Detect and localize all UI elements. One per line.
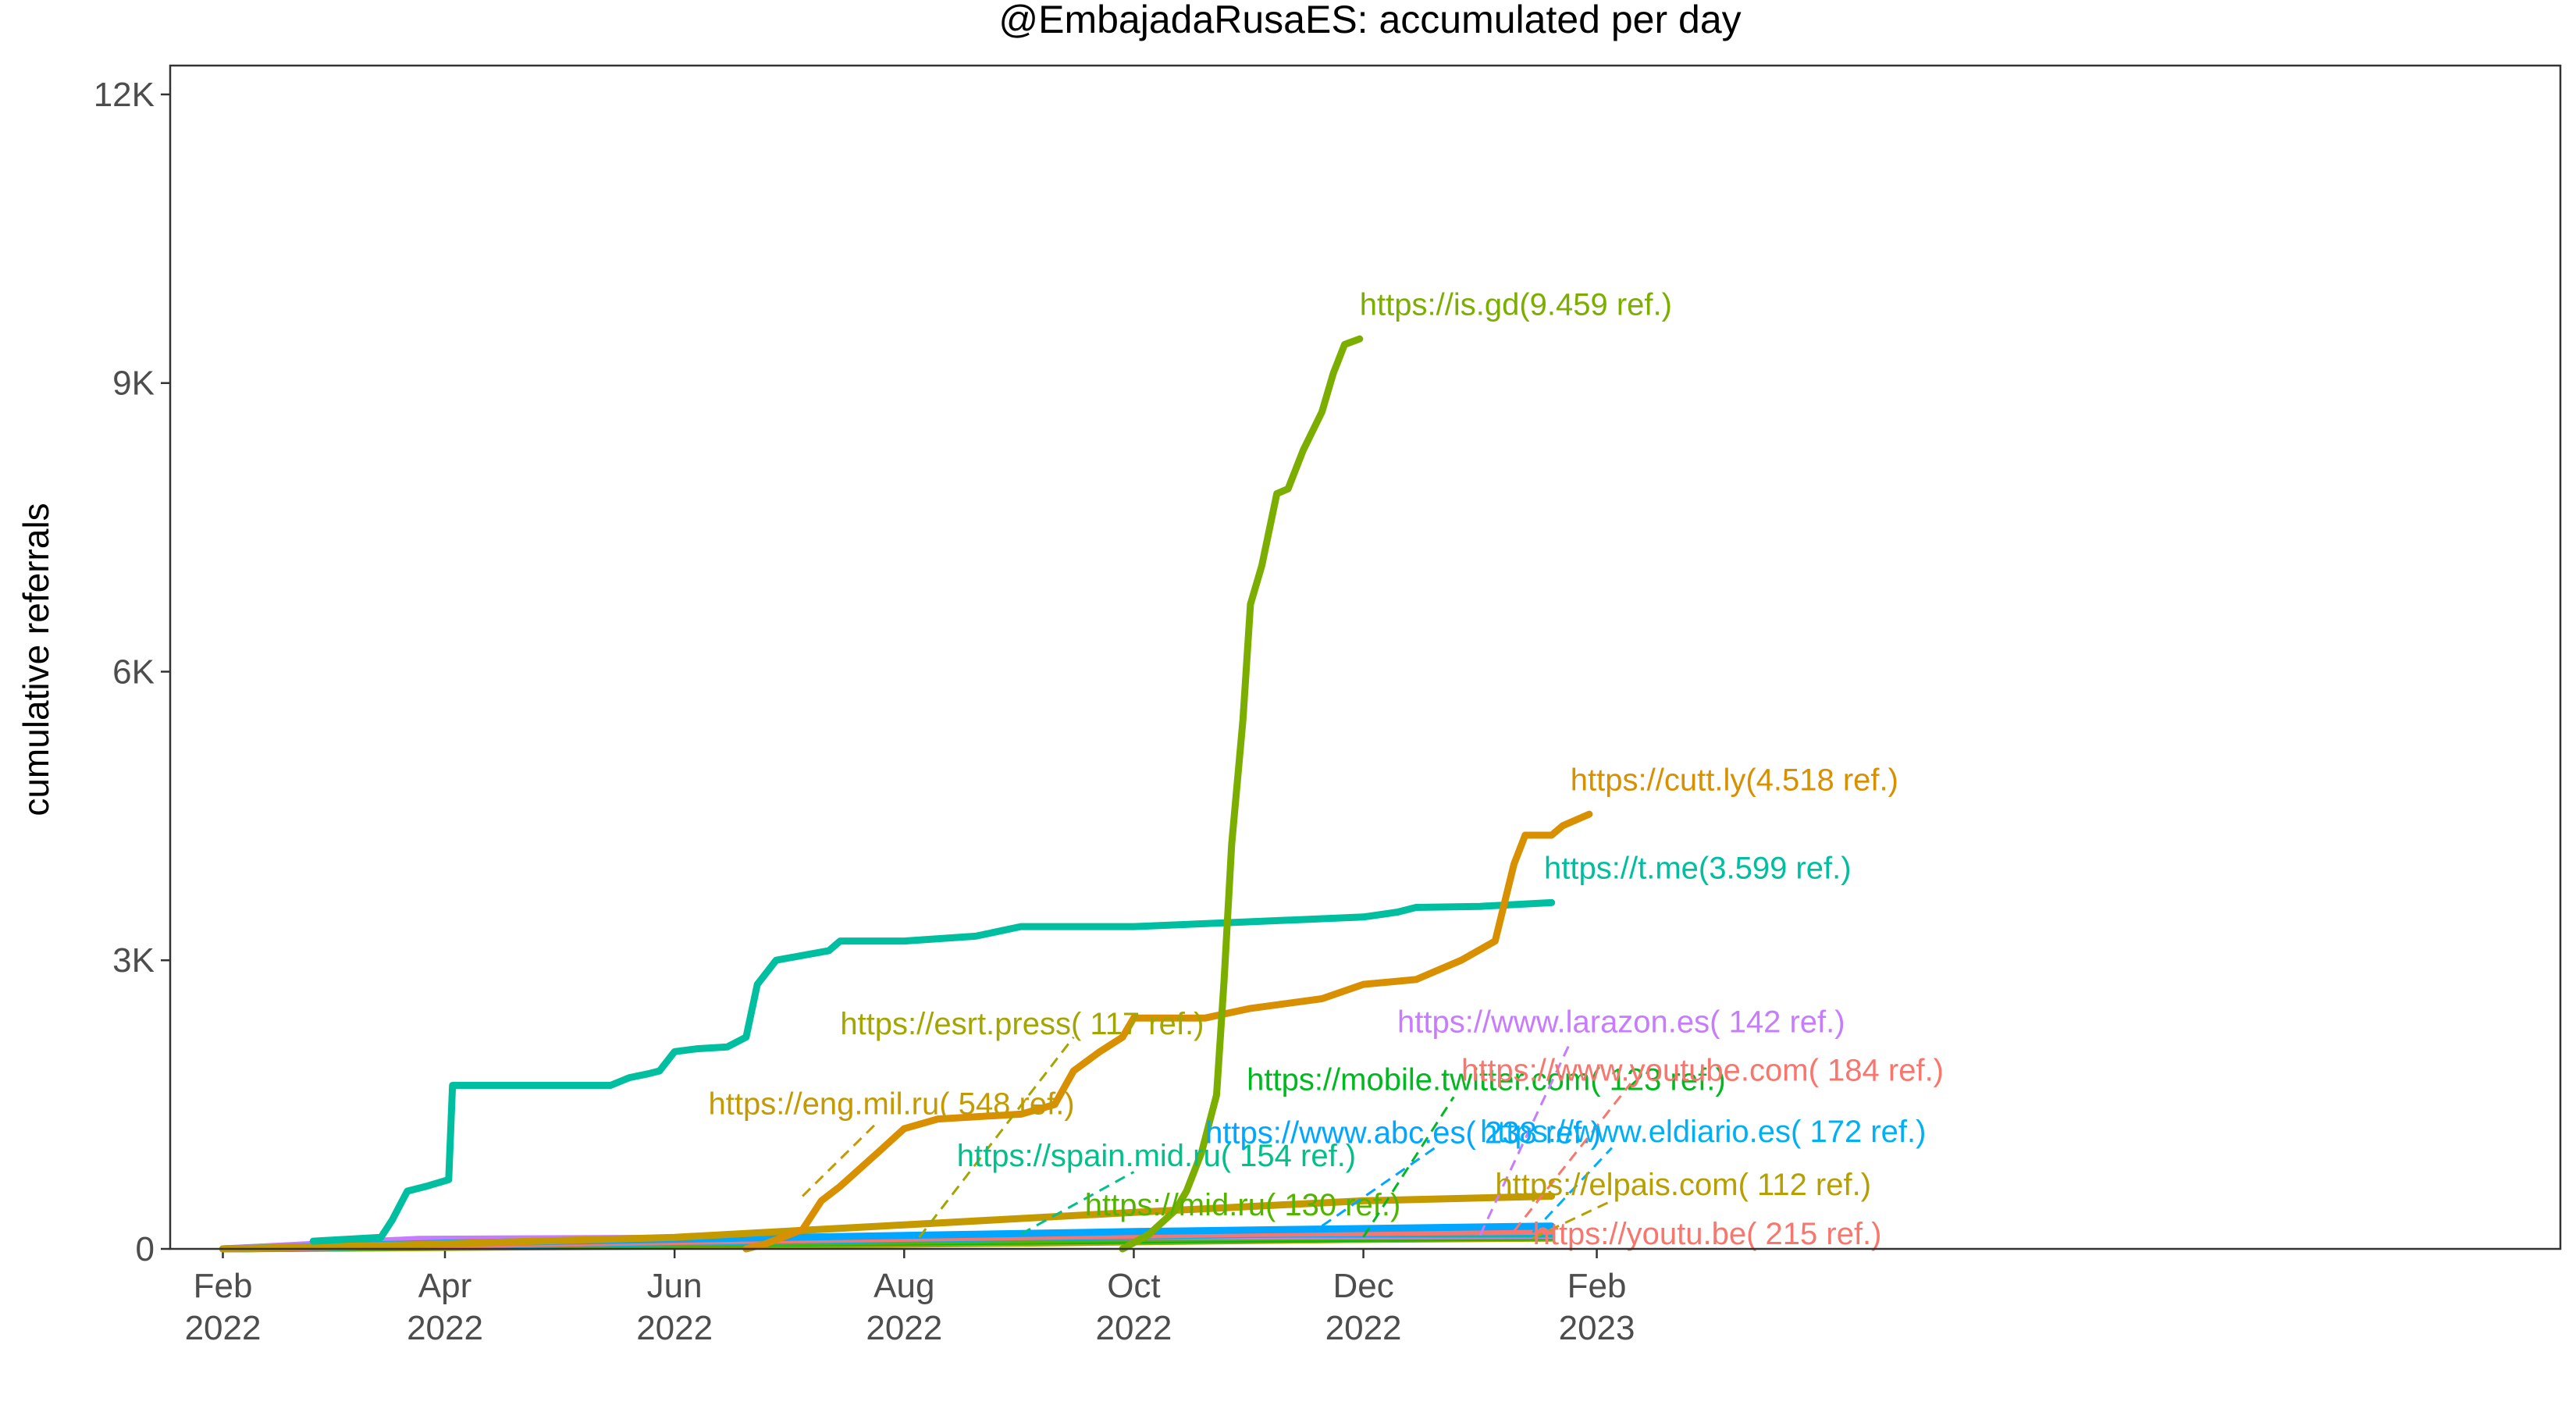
series-label: https://mobile.twitter.com( 123 ref.) <box>1247 1063 1726 1097</box>
series-label-leader <box>1362 1096 1455 1238</box>
series-label: https://t.me(3.599 ref.) <box>1544 852 1852 886</box>
y-tick-label: 12K <box>94 76 155 114</box>
series-label-leader <box>1020 1171 1135 1236</box>
plot-area: 0 3K 6K 9K 12K Feb 2022 Apr 2022 Jun 2022 Aug 2022 Oc… <box>94 76 1944 1347</box>
x-tick-label-year: 2022 <box>1095 1309 1172 1347</box>
plot-panel-border <box>169 64 2562 1250</box>
series-label: https://cutt.ly(4.518 ref.) <box>1571 763 1898 797</box>
series-label: https://www.eldiario.es( 172 ref.) <box>1480 1115 1926 1149</box>
series-label-leader <box>1513 1083 1632 1232</box>
chart-title: @EmbajadaRusaES: accumulated per day <box>998 0 1741 41</box>
x-tick-label-year: 2022 <box>866 1309 942 1347</box>
x-tick-label-year: 2022 <box>407 1309 483 1347</box>
y-tick-label: 9K <box>112 365 155 403</box>
y-tick-label: 6K <box>112 653 155 691</box>
y-tick-label: 0 <box>136 1230 155 1268</box>
series-label: https://eng.mil.ru( 548 ref.) <box>709 1087 1075 1121</box>
y-tick-label: 3K <box>112 941 155 980</box>
x-tick-label-month: Oct <box>1107 1267 1160 1305</box>
x-tick-label-year: 2022 <box>636 1309 713 1347</box>
series-label: https://elpais.com( 112 ref.) <box>1495 1168 1871 1202</box>
x-tick-label-month: Apr <box>418 1267 471 1305</box>
series-line <box>219 1193 1556 1253</box>
series-label: https://is.gd(9.459 ref.) <box>1360 287 1672 322</box>
x-tick-label-year: 2023 <box>1559 1309 1635 1347</box>
series-label: https://spain.mid.ru( 154 ref.) <box>957 1139 1356 1173</box>
x-tick-label-year: 2022 <box>1325 1309 1402 1347</box>
series-line <box>742 810 1593 1253</box>
series-label-leader <box>918 1036 1075 1239</box>
x-tick-label-month: Jun <box>647 1267 703 1305</box>
x-tick-label-month: Feb <box>1567 1267 1627 1305</box>
x-tick-label-month: Aug <box>873 1267 934 1305</box>
series-label-leader <box>1532 1200 1613 1240</box>
x-tick-label-month: Feb <box>194 1267 253 1305</box>
series-label: https://www.larazon.es( 142 ref.) <box>1397 1005 1845 1040</box>
x-tick-label-month: Dec <box>1332 1267 1393 1305</box>
series-line <box>1119 335 1364 1253</box>
y-axis-title: cumulative referrals <box>16 503 56 816</box>
series-label-leader <box>1532 1147 1613 1233</box>
series-line <box>309 898 1556 1245</box>
series-label: https://esrt.press( 117 ref.) <box>840 1007 1204 1041</box>
series-label: https://www.youtube.com( 184 ref.) <box>1461 1053 1944 1087</box>
series-label: https://youtu.be( 215 ref.) <box>1533 1217 1882 1251</box>
series-label: https://mid.ru( 130 ref.) <box>1085 1188 1401 1222</box>
x-tick-label-year: 2022 <box>185 1309 262 1347</box>
series-label-leader <box>1321 1147 1436 1227</box>
series-label: https://www.abc.es( 238 ref.) <box>1205 1115 1601 1150</box>
